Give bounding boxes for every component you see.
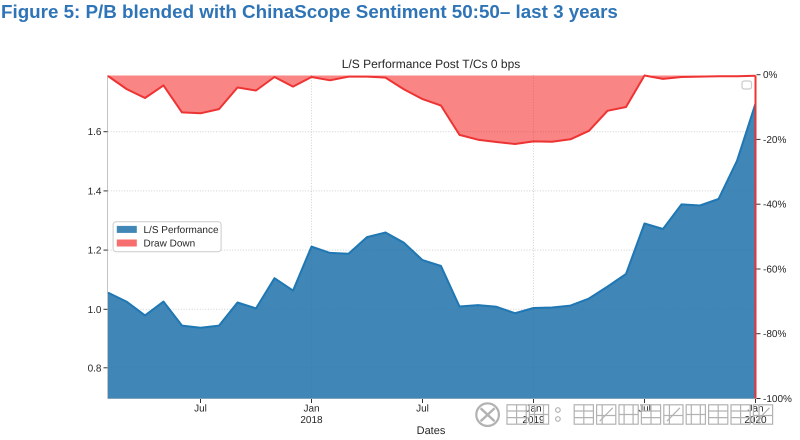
svg-text:1.4: 1.4 [88,186,102,197]
svg-text:Jul: Jul [194,404,207,415]
svg-text:Jan: Jan [525,404,541,415]
svg-text:-80%: -80% [763,329,786,340]
svg-text:2019: 2019 [522,415,545,426]
svg-text:2020: 2020 [744,415,767,426]
svg-text:0.8: 0.8 [88,363,102,374]
svg-text:Jan: Jan [747,404,763,415]
svg-text:L/S Performance: L/S Performance [144,225,219,236]
svg-text:1.0: 1.0 [88,305,102,316]
svg-text:Dates: Dates [417,425,446,437]
svg-text:-40%: -40% [763,200,786,211]
svg-text:Draw Down: Draw Down [144,239,196,250]
svg-text:Jan: Jan [303,404,319,415]
svg-text:2018: 2018 [300,415,323,426]
svg-text:-100%: -100% [763,394,792,405]
svg-text:Jul: Jul [638,404,651,415]
svg-text:Jul: Jul [416,404,429,415]
svg-text:L/S Performance Post T/Cs 0 bp: L/S Performance Post T/Cs 0 bps [342,57,521,71]
svg-text:-20%: -20% [763,135,786,146]
svg-text:0%: 0% [763,70,778,81]
svg-text:-60%: -60% [763,265,786,276]
svg-text:1.6: 1.6 [88,127,102,138]
svg-text:1.2: 1.2 [88,246,102,257]
